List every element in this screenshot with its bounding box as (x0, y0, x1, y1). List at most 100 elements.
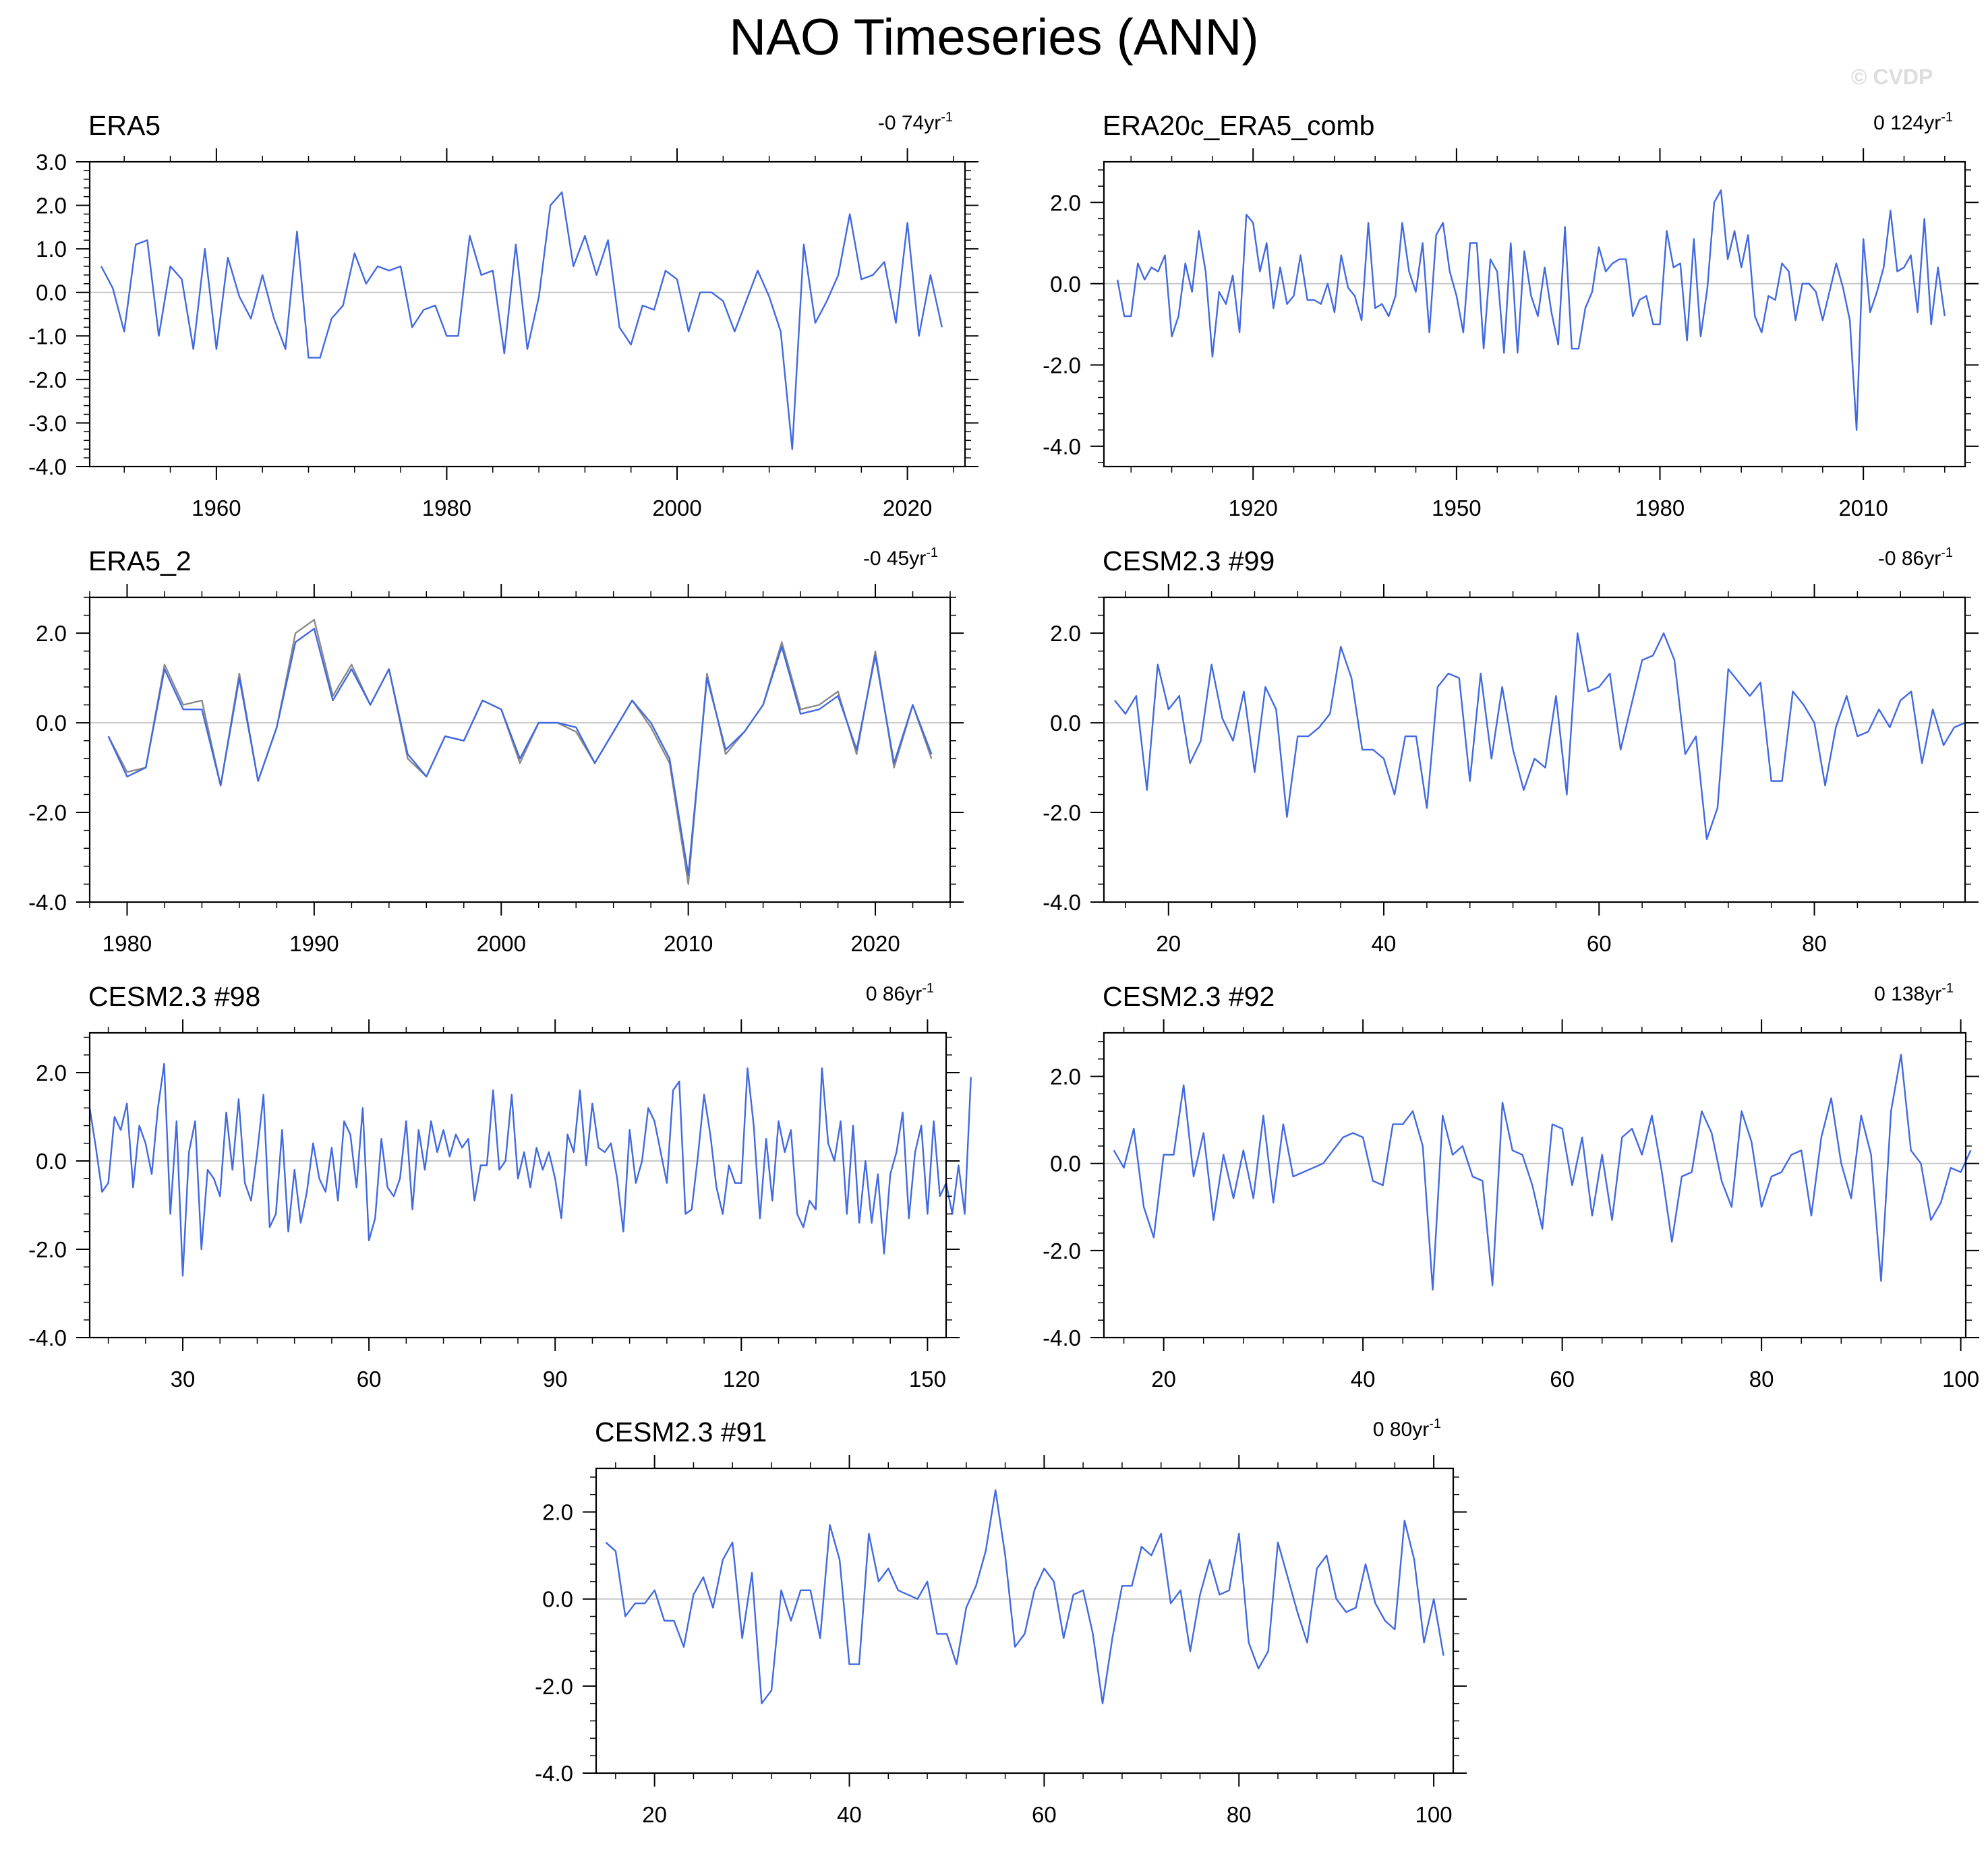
x-tick-label: 80 (1749, 1367, 1774, 1392)
y-tick-label: -4.0 (535, 1761, 573, 1786)
trend-label: -0 74yr-1 (878, 110, 953, 134)
panel-title: ERA5_2 (88, 545, 192, 576)
x-tick-label: 90 (543, 1367, 568, 1392)
y-tick-label: -1.0 (28, 324, 67, 349)
x-tick-label: 20 (1151, 1367, 1176, 1392)
y-tick-label: 2.0 (1050, 190, 1081, 215)
series-line-1 (605, 1489, 1444, 1704)
panel-title: ERA20c_ERA5_comb (1103, 110, 1374, 141)
x-tick-label: 80 (1227, 1802, 1252, 1827)
trend-value: 0 80yr (1373, 1418, 1429, 1441)
x-tick-label: 60 (1550, 1367, 1575, 1392)
y-tick-label: -4.0 (1043, 890, 1081, 915)
y-tick-label: -3.0 (28, 411, 67, 436)
x-tick-label: 1980 (103, 931, 152, 956)
trend-label: -0 45yr-1 (863, 545, 938, 570)
x-tick-label: 2010 (1838, 496, 1888, 520)
y-tick-label: 3.0 (36, 150, 67, 175)
plot-frame (1103, 1032, 1967, 1339)
y-tick-label: 2.0 (36, 193, 67, 218)
trend-exponent: -1 (1941, 110, 1953, 125)
trend-label: -0 86yr-1 (1878, 545, 1953, 570)
y-tick-label: -2.0 (28, 800, 67, 825)
y-tick-label: 0.0 (1050, 1152, 1081, 1176)
trend-exponent: -1 (922, 981, 934, 996)
panel-title: CESM2.3 #92 (1103, 981, 1275, 1012)
cvdp-watermark: © CVDP (1851, 65, 1933, 89)
plot-frame (88, 1032, 947, 1339)
trend-label: 0 138yr-1 (1874, 981, 1954, 1005)
y-tick-label: 0.0 (36, 280, 67, 305)
x-tick-label: 2020 (883, 496, 932, 520)
trend-exponent: -1 (941, 110, 953, 125)
panel-title: CESM2.3 #98 (88, 981, 260, 1012)
panel-2: 2.0 0.0 -2.0 -4.0 1920 1950 1980 2010 ERA20c_ERA… (1043, 110, 1979, 520)
x-tick-label: 30 (171, 1367, 196, 1392)
trend-exponent: -1 (1941, 981, 1954, 996)
x-tick-label: 1980 (1635, 496, 1685, 520)
y-tick-label: -2.0 (535, 1674, 573, 1699)
x-tick-label: 2000 (652, 496, 701, 520)
series-line-1 (1113, 1054, 1972, 1291)
trend-value: -0 86yr (1878, 547, 1941, 570)
y-tick-label: -4.0 (28, 890, 67, 915)
y-tick-label: 0.0 (1050, 711, 1081, 736)
panel-title: CESM2.3 #99 (1103, 545, 1275, 576)
plot-frame (88, 596, 952, 903)
figure-title: NAO Timeseries (ANN) (729, 9, 1259, 66)
panel-title: CESM2.3 #91 (595, 1416, 767, 1447)
y-tick-label: -4.0 (28, 454, 67, 479)
x-tick-label: 1980 (422, 496, 471, 520)
y-tick-label: -2.0 (1043, 800, 1081, 825)
trend-label: 0 124yr-1 (1873, 110, 1953, 134)
x-tick-label: 60 (1032, 1802, 1057, 1827)
x-tick-label: 1960 (192, 496, 241, 520)
x-tick-label: 80 (1802, 931, 1827, 956)
x-tick-label: 40 (1372, 931, 1397, 956)
panel-title: ERA5 (88, 110, 160, 141)
x-tick-label: 120 (723, 1367, 760, 1392)
x-tick-label: 40 (837, 1802, 862, 1827)
panel-1: 3.0 2.0 1.0 0.0 -1.0 -2.0 -3.0 -4.0 1960 1980 2000… (28, 110, 978, 520)
panel-5: 2.0 0.0 -2.0 -4.0 30 60 90 120 150 CESM2.3 #98 0 8… (28, 981, 972, 1392)
y-tick-label: -2.0 (28, 1237, 67, 1262)
trend-value: -0 45yr (863, 547, 926, 570)
y-tick-label: 2.0 (36, 1061, 67, 1085)
panel-7: 2.0 0.0 -2.0 -4.0 20 40 60 80 100 CESM2.3 #91 0 80… (535, 1416, 1467, 1827)
trend-exponent: -1 (926, 545, 938, 560)
y-tick-label: 0.0 (542, 1587, 573, 1612)
x-tick-label: 60 (357, 1367, 382, 1392)
y-tick-label: 0.0 (36, 711, 67, 736)
y-tick-label: 2.0 (1050, 1065, 1081, 1089)
x-tick-label: 100 (1942, 1367, 1979, 1392)
trend-exponent: -1 (1941, 545, 1953, 560)
y-tick-label: 2.0 (1050, 621, 1081, 646)
trend-value: 0 86yr (866, 983, 922, 1005)
x-tick-label: 150 (909, 1367, 946, 1392)
trend-label: 0 86yr-1 (866, 981, 934, 1005)
plot-frame (1103, 160, 1966, 468)
series-line-2 (107, 628, 933, 876)
y-tick-label: 0.0 (1050, 272, 1081, 297)
y-tick-label: -4.0 (1043, 434, 1081, 459)
x-tick-label: 2010 (664, 931, 713, 956)
plot-frame (88, 160, 966, 468)
y-tick-label: -2.0 (1043, 1238, 1081, 1263)
panel-3: 2.0 0.0 -2.0 -4.0 1980 1990 2000 2010 2020 ERA5_2… (28, 545, 964, 956)
x-tick-label: 2000 (477, 931, 526, 956)
x-tick-label: 60 (1587, 931, 1612, 956)
trend-label: 0 80yr-1 (1373, 1416, 1441, 1441)
trend-value: -0 74yr (878, 112, 941, 134)
plot-frame (595, 1467, 1455, 1774)
series-line-1 (100, 191, 943, 450)
y-tick-label: 2.0 (542, 1500, 573, 1525)
y-tick-label: -4.0 (28, 1325, 67, 1350)
x-tick-label: 1920 (1229, 496, 1278, 520)
x-tick-label: 2020 (850, 931, 900, 956)
y-tick-label: -2.0 (1043, 353, 1081, 378)
x-tick-label: 40 (1351, 1367, 1376, 1392)
y-tick-label: 1.0 (36, 237, 67, 262)
x-tick-label: 100 (1415, 1802, 1453, 1827)
x-tick-label: 1990 (289, 931, 339, 956)
